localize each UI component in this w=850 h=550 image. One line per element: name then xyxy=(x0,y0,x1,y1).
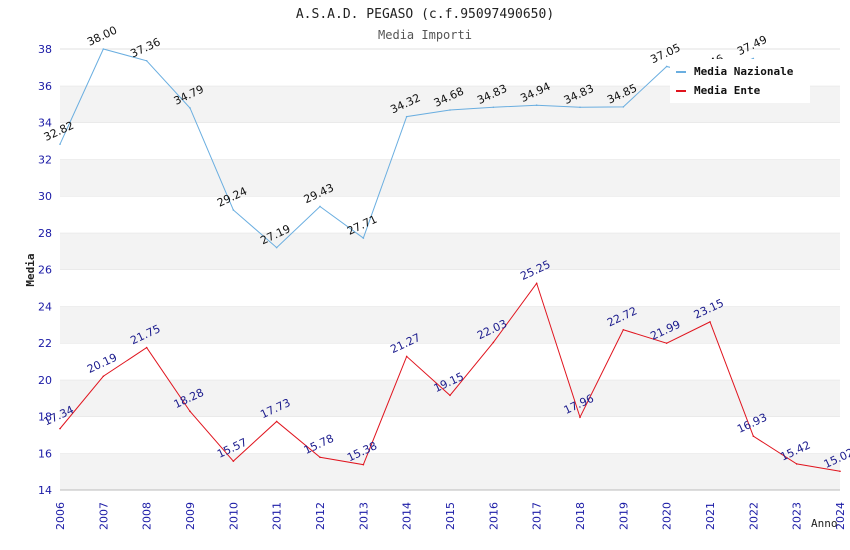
legend-label-media-ente: Media Ente xyxy=(694,84,761,97)
y-tick-label: 30 xyxy=(38,190,52,203)
data-point xyxy=(492,106,495,109)
x-tick-label: 2014 xyxy=(401,502,414,530)
grid-band xyxy=(60,379,840,417)
data-point xyxy=(622,106,625,108)
chart-subtitle: Media Importi xyxy=(378,28,472,42)
x-tick-label: 2009 xyxy=(184,502,197,530)
grid-band xyxy=(60,269,840,307)
data-point xyxy=(362,463,365,466)
data-point xyxy=(102,48,105,50)
x-tick-label: 2007 xyxy=(97,502,110,530)
data-point xyxy=(232,460,235,462)
data-point xyxy=(405,115,408,118)
data-point xyxy=(59,143,61,145)
x-axis-ticks: 2006 2007 2008 2009 2010 2011 2012 2013 2014 2015… xyxy=(54,502,847,530)
data-point xyxy=(232,209,235,211)
y-tick-label: 18 xyxy=(38,411,52,424)
y-tick-label: 28 xyxy=(38,227,52,240)
data-point xyxy=(579,106,581,109)
x-tick-label: 2011 xyxy=(271,502,284,530)
x-tick-label: 2012 xyxy=(314,502,327,530)
y-tick-label: 24 xyxy=(38,300,52,313)
y-tick-label: 22 xyxy=(38,337,52,350)
series-group xyxy=(59,48,841,473)
data-point xyxy=(752,435,755,437)
grid-band xyxy=(60,306,840,343)
y-tick-label: 20 xyxy=(38,374,52,387)
grid-bands xyxy=(60,48,840,490)
data-point xyxy=(839,470,841,473)
x-tick-label: 2010 xyxy=(227,502,240,530)
data-point xyxy=(579,416,581,419)
data-point xyxy=(752,57,755,60)
x-tick-label: 2008 xyxy=(141,502,154,530)
x-tick-label: 2021 xyxy=(704,502,717,530)
data-point xyxy=(362,237,365,239)
data-point xyxy=(319,205,321,208)
data-point xyxy=(622,328,625,331)
x-tick-label: 2015 xyxy=(444,502,457,530)
y-axis-label: Media xyxy=(24,253,37,286)
chart-title: A.S.A.D. PEGASO (c.f.95097490650) xyxy=(296,7,554,22)
x-tick-label: 2019 xyxy=(617,502,630,530)
data-point xyxy=(189,410,191,413)
y-axis-ticks: 14 16 18 20 22 24 26 28 30 32 34 36 38 xyxy=(38,43,52,497)
legend-label-media-nazionale: Media Nazionale xyxy=(694,65,794,78)
data-point xyxy=(189,107,191,109)
x-tick-label: 2023 xyxy=(791,502,804,530)
grid-band xyxy=(60,416,840,454)
y-tick-label: 32 xyxy=(38,153,52,166)
y-tick-label: 38 xyxy=(38,43,52,56)
x-axis-label: Anno xyxy=(811,517,838,530)
data-point xyxy=(319,456,321,459)
data-point xyxy=(145,346,148,349)
data-point xyxy=(535,104,538,107)
data-point xyxy=(709,321,711,323)
grid-band xyxy=(60,232,840,270)
x-tick-label: 2020 xyxy=(661,502,674,530)
data-point xyxy=(449,109,451,111)
y-tick-label: 14 xyxy=(38,484,52,497)
data-point xyxy=(449,394,451,397)
x-tick-label: 2022 xyxy=(747,502,760,530)
grid-band xyxy=(60,453,840,490)
data-point xyxy=(275,420,278,423)
data-point xyxy=(795,463,798,465)
grid-band xyxy=(60,343,840,380)
y-tick-label: 16 xyxy=(38,447,52,460)
x-tick-label: 2006 xyxy=(54,502,67,530)
y-tick-label: 34 xyxy=(38,117,52,130)
data-point xyxy=(665,65,668,68)
y-tick-label: 26 xyxy=(38,264,52,277)
x-tick-label: 2013 xyxy=(357,502,370,530)
x-tick-label: 2016 xyxy=(487,502,500,530)
grid-band xyxy=(60,122,840,160)
grid-band xyxy=(60,159,840,196)
data-point xyxy=(535,282,538,285)
data-point xyxy=(405,355,408,358)
data-point xyxy=(59,427,61,430)
legend: Media Nazionale Media Ente xyxy=(670,59,810,103)
legend-box xyxy=(670,59,810,103)
y-tick-label: 36 xyxy=(38,80,52,93)
data-point xyxy=(145,59,148,62)
x-tick-label: 2018 xyxy=(574,502,587,530)
x-tick-label: 2017 xyxy=(531,502,544,530)
data-point xyxy=(492,341,495,344)
data-point xyxy=(275,246,278,249)
data-point xyxy=(665,342,668,344)
x-tick-label: 2024 xyxy=(834,502,847,530)
grid-band xyxy=(60,196,840,233)
data-point xyxy=(102,375,105,378)
